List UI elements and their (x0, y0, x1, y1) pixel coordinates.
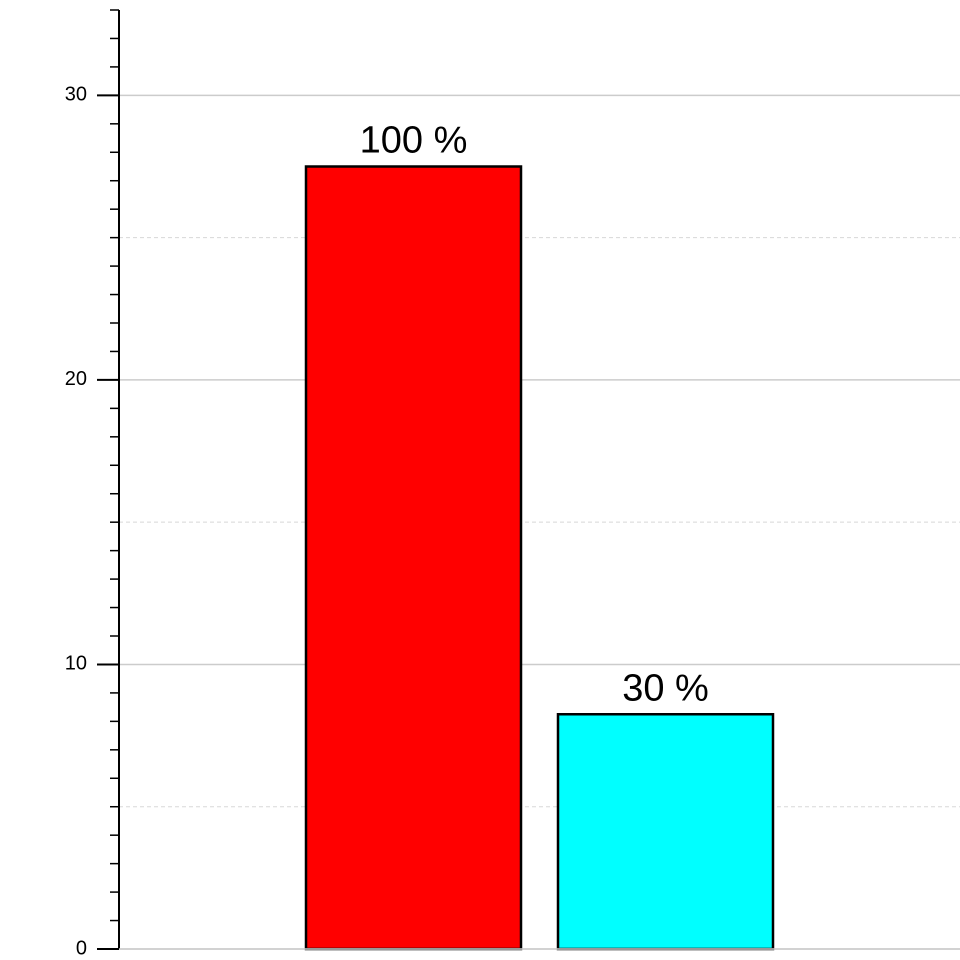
bar-annotation: 100 % (360, 120, 468, 162)
bar-annotation: 30 % (622, 667, 709, 709)
y-tick-label: 0 (76, 937, 87, 959)
y-tick-label: 10 (65, 653, 87, 675)
y-tick-label: 20 (65, 368, 87, 390)
bar (304, 165, 523, 951)
bar (556, 713, 775, 951)
y-tick-label: 30 (65, 84, 87, 106)
